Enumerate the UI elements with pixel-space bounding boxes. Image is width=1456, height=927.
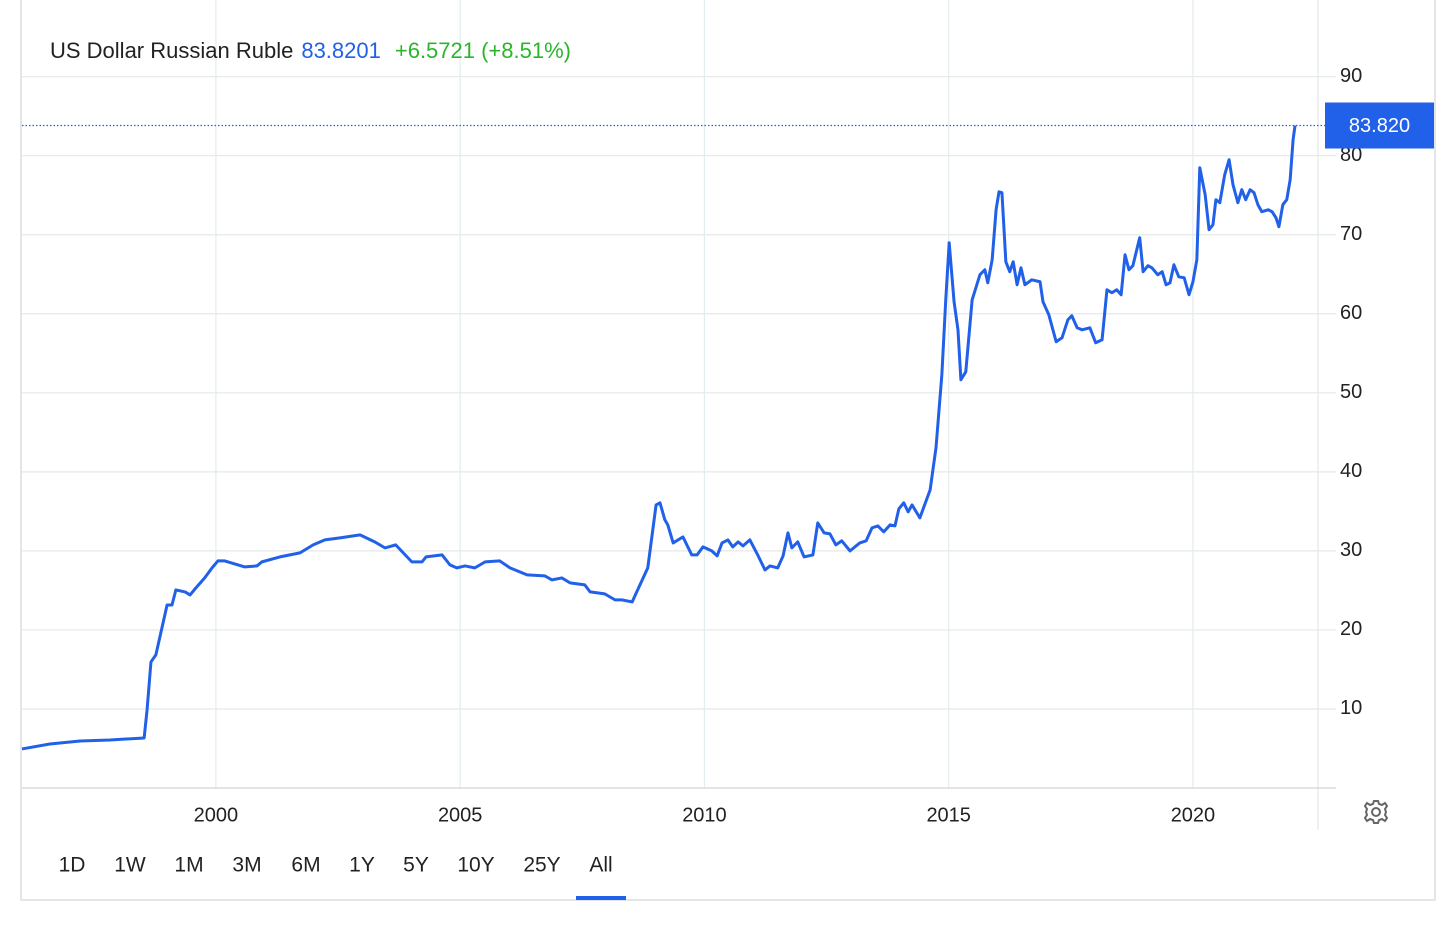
range-button[interactable]: 1Y <box>349 854 375 877</box>
x-tick-label: 2005 <box>438 804 483 826</box>
range-button[interactable]: 1M <box>174 854 203 877</box>
range-button[interactable]: 25Y <box>523 854 560 877</box>
price-marker-box <box>1325 102 1434 149</box>
price: 83.8201 <box>301 38 381 63</box>
range-button[interactable]: 10Y <box>457 854 494 877</box>
settings-icon[interactable] <box>1363 800 1389 824</box>
range-button[interactable]: 1D <box>59 854 86 877</box>
price-line <box>21 125 1297 751</box>
y-tick-label: 70 <box>1340 223 1362 245</box>
change: +6.5721 (+8.51%) <box>395 38 571 63</box>
y-tick-label: 90 <box>1340 65 1362 87</box>
x-tick-label: 2020 <box>1171 804 1216 826</box>
x-tick-label: 2010 <box>682 804 727 826</box>
y-tick-label: 10 <box>1340 697 1362 719</box>
active-range-underline <box>576 896 626 900</box>
range-button[interactable]: All <box>589 854 612 877</box>
card-border <box>20 0 1436 901</box>
y-tick-label: 50 <box>1340 381 1362 403</box>
range-button[interactable]: 3M <box>232 854 261 877</box>
x-tick-label: 2000 <box>194 804 239 826</box>
chart-header: US Dollar Russian Ruble 83.8201 +6.5721 (+… <box>50 38 571 63</box>
range-button[interactable]: 5Y <box>403 854 429 877</box>
y-tick-label: 30 <box>1340 539 1362 561</box>
x-tick-label: 2015 <box>926 804 971 826</box>
chart-title: US Dollar Russian Ruble <box>50 38 293 63</box>
price-marker-label: 83.820 <box>1349 115 1410 137</box>
y-tick-label: 20 <box>1340 618 1362 640</box>
range-button[interactable]: 6M <box>291 854 320 877</box>
y-tick-label: 40 <box>1340 460 1362 482</box>
y-tick-label: 80 <box>1340 144 1362 166</box>
y-tick-label: 60 <box>1340 302 1362 324</box>
range-button[interactable]: 1W <box>114 854 146 877</box>
